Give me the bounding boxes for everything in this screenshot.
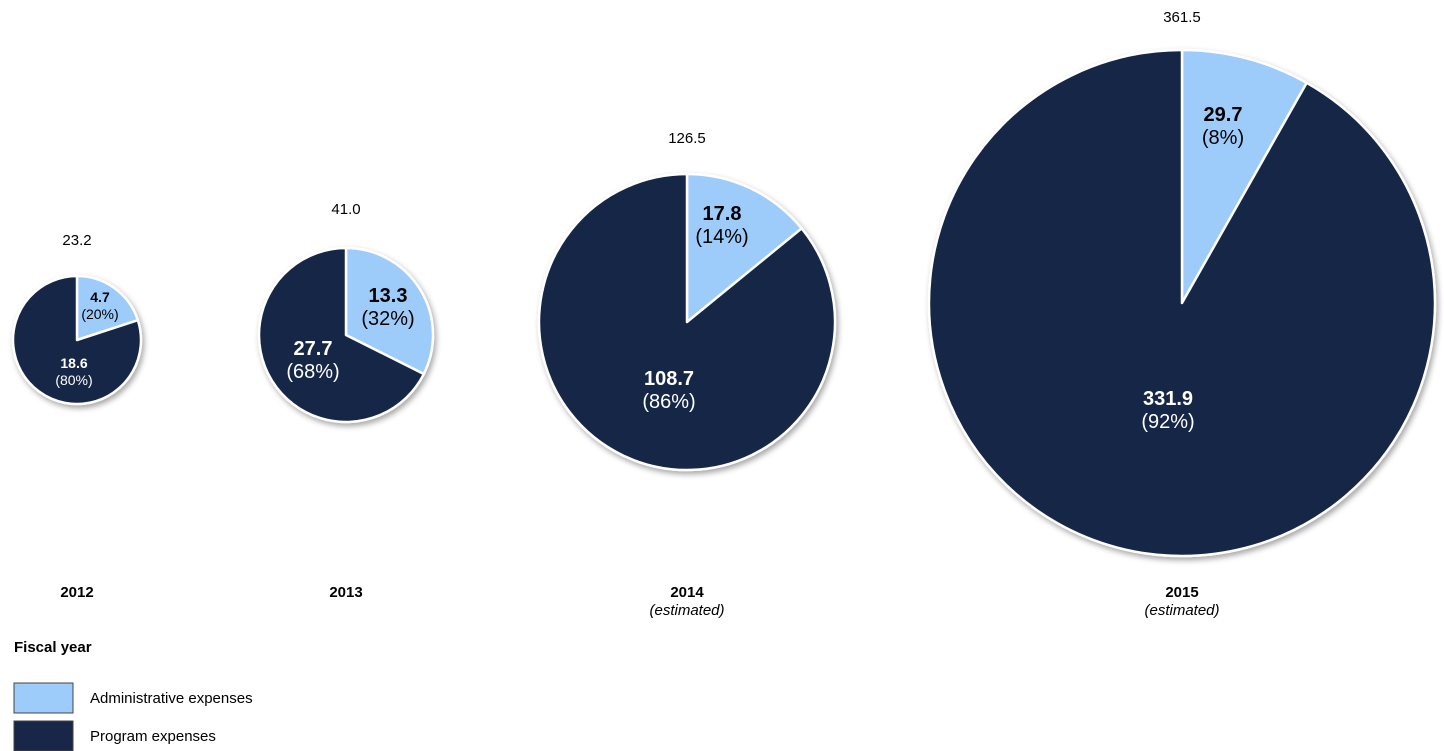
year-label-2014: 2014 [670,584,704,601]
legend-swatch-administrative [13,682,74,714]
slice-percent-label: (20%) [81,306,118,322]
pie-2013 [257,246,435,424]
pie-2012-label-program: 18.6(80%) [55,355,92,388]
pie-2014-total-label: 126.5 [668,130,706,147]
year-label-2012: 2012 [60,584,93,601]
slice-value-label: 29.7 [1204,104,1243,126]
pies-group [11,48,1437,558]
pie-2013-slice-administrative [344,246,435,376]
year-label-2013: 2013 [329,584,362,601]
slice-percent-label: (86%) [642,391,695,413]
slice-value-label: 331.9 [1143,388,1193,410]
slice-value-label: 17.8 [703,203,742,225]
slice-value-label: 4.7 [90,289,110,305]
pie-2014-slice-program [537,172,837,472]
slice-value-label: 18.6 [60,355,87,371]
legend: Administrative expenses Program expenses [13,682,253,751]
slice-value-label: 27.7 [294,338,333,360]
pie-2015-label-administrative: 29.7(8%) [1202,104,1244,149]
x-axis-title: Fiscal year [14,639,92,656]
legend-label-administrative: Administrative expenses [90,690,253,707]
legend-swatch-program [13,720,74,751]
pie-2015-total-label: 361.5 [1163,9,1201,26]
pie-2013-total-label: 41.0 [331,201,360,218]
year-label-2015: 2015 [1165,584,1198,601]
slice-value-label: 13.3 [369,285,408,307]
pie-2013-label-program: 27.7(68%) [286,338,339,383]
pie-2014-label-administrative: 17.8(14%) [695,203,748,248]
pie-2014-label-program: 108.7(86%) [642,368,695,413]
pie-2012-total-label: 23.2 [62,232,91,249]
slice-percent-label: (32%) [361,308,414,330]
slice-percent-label: (68%) [286,361,339,383]
pie-2014-slice-administrative [685,172,803,324]
pie-2015-slice-program [927,48,1437,558]
pie-2015-label-program: 331.9(92%) [1141,388,1194,433]
slice-value-label: 108.7 [644,368,694,390]
pie-2013-slice-program [257,246,426,424]
pie-2015 [927,48,1437,558]
year-note-2015: (estimated) [1144,602,1219,619]
pie-2012 [11,274,143,406]
slice-percent-label: (8%) [1202,127,1244,149]
slice-percent-label: (92%) [1141,411,1194,433]
slice-percent-label: (14%) [695,226,748,248]
year-note-2014: (estimated) [649,602,724,619]
pie-2015-slice-administrative [1180,48,1308,305]
slice-percent-label: (80%) [55,372,92,388]
pie-2012-slice-program [11,274,143,406]
pie-2013-label-administrative: 13.3(32%) [361,285,414,330]
legend-label-program: Program expenses [90,728,216,745]
pie-2014 [537,172,837,472]
pie-2012-label-administrative: 4.7(20%) [81,289,118,322]
labels-group: 4.7(20%) 18.6(80%) 23.2 2012 13.3(32%) 27.7(6… [55,9,1244,619]
